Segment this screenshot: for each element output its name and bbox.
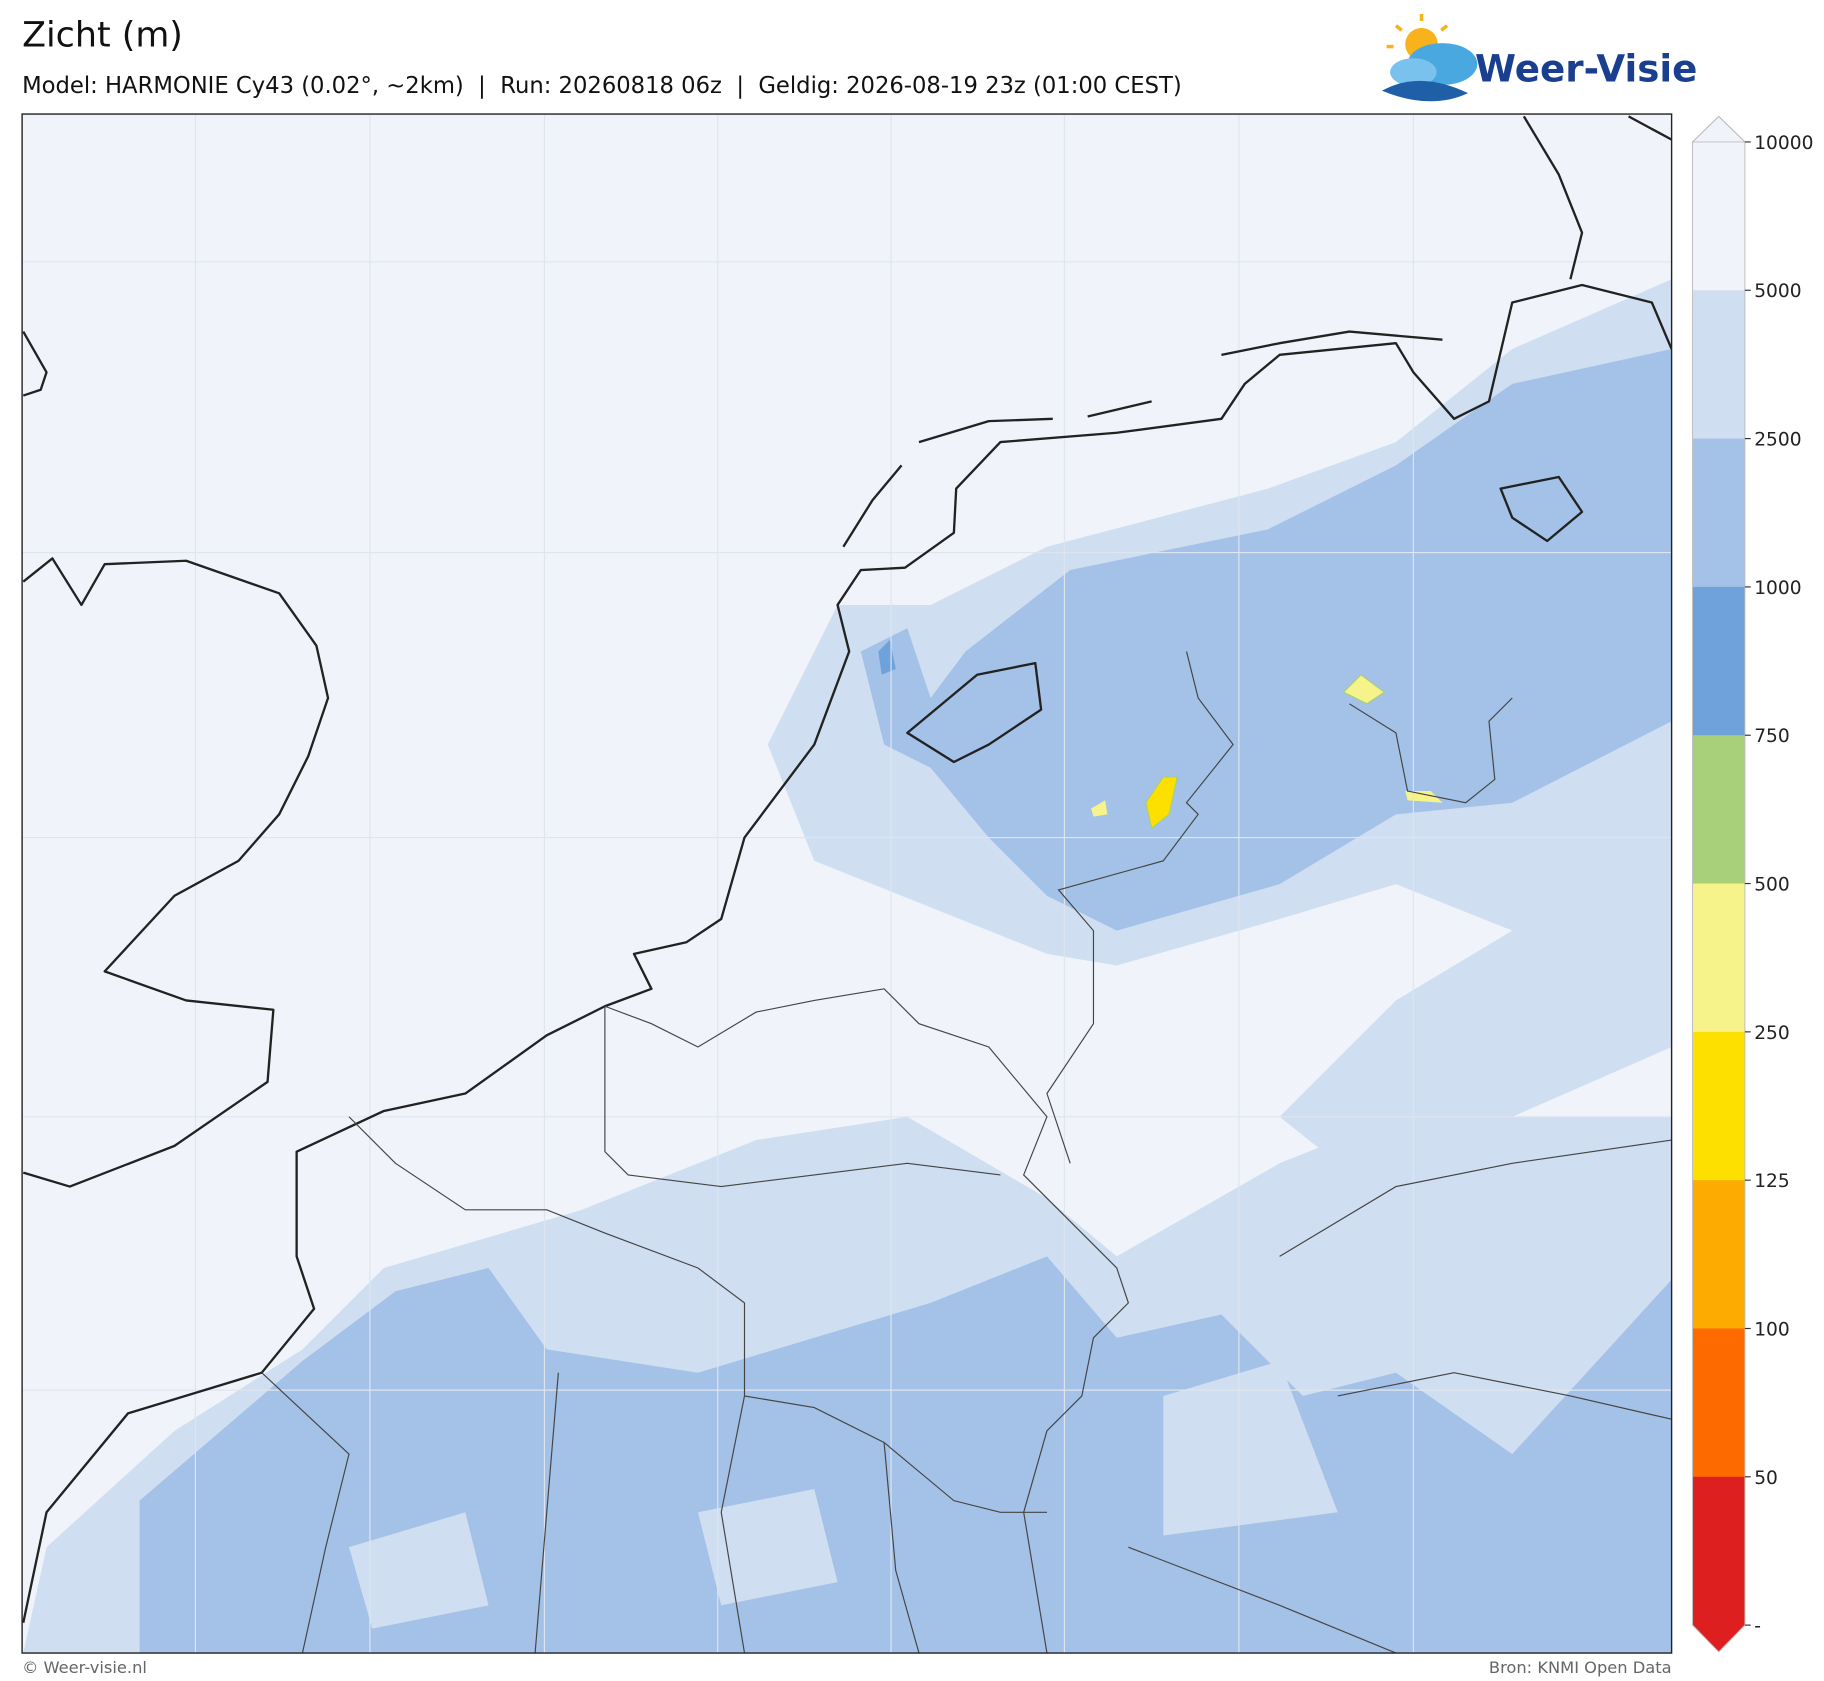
colorbar-segment [1692,290,1745,440]
colorbar-label: 1000 [1754,578,1801,599]
logo-text: Weer-Visie [1475,46,1697,90]
colorbar-segment [1692,1031,1745,1181]
colorbar-label: 2500 [1754,430,1801,451]
colorbar-label: 50 [1754,1468,1778,1489]
subtitle: Model: HARMONIE Cy43 (0.02°, ~2km) | Run… [22,73,1182,99]
logo: Weer-Visie [1381,13,1697,102]
colorbar-label: 125 [1754,1171,1790,1192]
colorbar-label: 750 [1754,726,1790,747]
colorbar-segment [1692,735,1745,885]
colorbar-label: 100 [1754,1319,1790,1340]
footer-left: © Weer-visie.nl [22,1658,147,1677]
colorbar-label: 5000 [1754,281,1801,302]
colorbar-extend-bottom [1692,1625,1745,1652]
title: Zicht (m) [22,16,183,56]
colorbar-segment [1692,1180,1745,1330]
footer-right: Bron: KNMI Open Data [1489,1658,1672,1677]
colorbar-segment [1692,1328,1745,1478]
colorbar-segment [1692,141,1745,291]
map-frame [21,113,1673,1654]
borders [261,651,1672,1654]
coastlines [22,115,1672,1624]
colorbar-end-label: - [1754,1616,1761,1637]
colorbar-segment [1692,883,1745,1033]
colorbar-label: 500 [1754,875,1790,896]
colorbar-label: 10000 [1754,133,1813,154]
colorbar-segment [1692,586,1745,736]
colorbar: 10000 5000 2500 1000 750 500 250 125 100 50 - [1691,115,1813,1653]
map [21,113,1673,1654]
colorbar-segment [1692,438,1745,588]
colorbar-segment [1692,1476,1745,1626]
colorbar-label: 250 [1754,1023,1790,1044]
